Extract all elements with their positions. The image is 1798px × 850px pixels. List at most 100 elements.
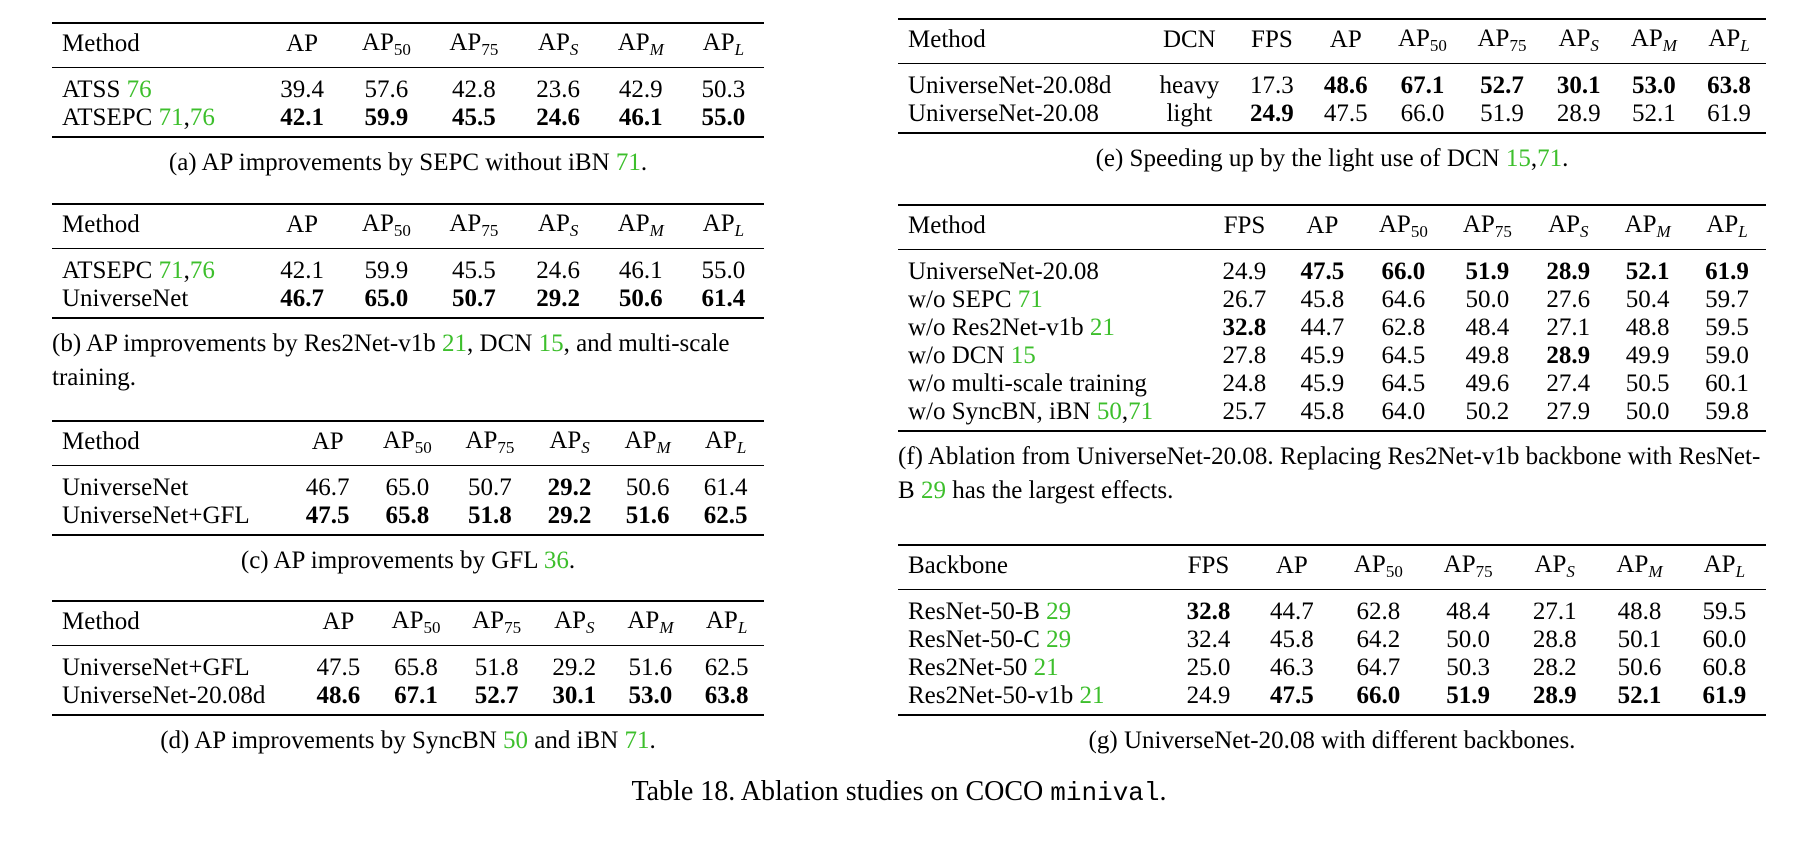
ablation-table-c: Method AP AP50 AP75 APS APM APL UniverseNet 46.7… bbox=[52, 420, 764, 536]
table-cell: 45.9 bbox=[1300, 370, 1345, 398]
row-label: UniverseNet bbox=[62, 474, 189, 502]
table-cell: 49.9 bbox=[1625, 342, 1670, 370]
table-row: w/o Res2Net-v1b 21 32.8 44.7 62.8 48.4 27.1 48… bbox=[898, 314, 1766, 342]
citation-ref[interactable]: 71 bbox=[1128, 398, 1154, 426]
table-cell: 64.0 bbox=[1381, 398, 1426, 426]
citation-ref[interactable]: 50 bbox=[503, 727, 529, 755]
table-cell: 39.4 bbox=[280, 76, 324, 104]
table-cell: 50.6 bbox=[625, 474, 670, 502]
row-label: UniverseNet-20.08 bbox=[908, 258, 1099, 286]
header-subscript: L bbox=[736, 438, 747, 457]
row-label: UniverseNet+GFL bbox=[62, 502, 250, 530]
table-cell: light bbox=[1166, 100, 1213, 128]
table-cell: 51.9 bbox=[1480, 100, 1524, 128]
table-cell: 51.6 bbox=[625, 502, 670, 530]
table-cell: 64.2 bbox=[1356, 626, 1401, 654]
table-cell: 23.6 bbox=[536, 76, 581, 104]
citation-ref[interactable]: 15 bbox=[1505, 145, 1531, 173]
table-cell: 59.9 bbox=[364, 257, 409, 285]
table-cell: 63.8 bbox=[1707, 72, 1751, 100]
citation-ref[interactable]: 21 bbox=[1089, 314, 1115, 342]
table-cell: 42.1 bbox=[280, 104, 324, 132]
table-cell: 47.5 bbox=[1323, 100, 1368, 128]
column-header: FPS bbox=[1223, 212, 1266, 240]
column-header: AP50 bbox=[382, 427, 432, 457]
table-header-row: Method DCN FPS AP AP50 AP75 APS APM APL bbox=[898, 19, 1766, 64]
table-cell: 60.0 bbox=[1702, 626, 1747, 654]
citation-ref[interactable]: 71 bbox=[615, 149, 641, 177]
table-row: UniverseNet-20.08d 48.6 67.1 52.7 30.1 53.0 63… bbox=[52, 682, 764, 715]
column-header: APS bbox=[554, 607, 595, 637]
table-cell: 50.7 bbox=[468, 474, 512, 502]
citation-ref[interactable]: 21 bbox=[1033, 654, 1059, 682]
citation-ref[interactable]: 21 bbox=[1079, 682, 1105, 710]
column-header: Method bbox=[62, 428, 140, 456]
table-cell: 24.9 bbox=[1250, 100, 1294, 128]
column-header: APL bbox=[704, 427, 747, 457]
table-row: ATSS 76 39.4 57.6 42.8 23.6 42.9 50.3 bbox=[52, 68, 764, 105]
column-header: AP bbox=[286, 211, 319, 239]
citation-ref[interactable]: 36 bbox=[543, 547, 569, 575]
table-caption-a: (a) AP improvements by SEPC without iBN … bbox=[168, 149, 648, 177]
citation-ref[interactable]: 15 bbox=[1010, 342, 1036, 370]
table-cell: 29.2 bbox=[552, 654, 597, 682]
table-cell: 51.8 bbox=[468, 502, 512, 530]
citation-ref[interactable]: 76 bbox=[189, 104, 215, 132]
column-header: AP bbox=[311, 428, 344, 456]
table-cell: 62.8 bbox=[1381, 314, 1426, 342]
citation-ref[interactable]: 76 bbox=[189, 257, 215, 285]
header-subscript: 75 bbox=[481, 221, 499, 240]
column-header: AP75 bbox=[1477, 25, 1527, 55]
table-cell: 57.6 bbox=[364, 76, 409, 104]
column-header: APL bbox=[705, 607, 748, 637]
table-caption-c: (c) AP improvements by GFL 36. bbox=[240, 547, 576, 575]
table-cell: heavy bbox=[1159, 72, 1220, 100]
table-cell: 67.1 bbox=[1400, 72, 1445, 100]
row-label: w/o SEPC 71 bbox=[908, 286, 1043, 314]
table-cell: 29.2 bbox=[536, 285, 581, 313]
citation-ref[interactable]: 71 bbox=[1537, 145, 1563, 173]
citation-ref[interactable]: 71 bbox=[624, 727, 650, 755]
table-cell: 32.4 bbox=[1186, 626, 1231, 654]
table-cell: 65.0 bbox=[364, 285, 409, 313]
citation-ref[interactable]: 21 bbox=[442, 330, 468, 358]
citation-ref[interactable]: 50 bbox=[1096, 398, 1122, 426]
column-header: APL bbox=[702, 210, 745, 240]
citation-ref[interactable]: 29 bbox=[1046, 626, 1072, 654]
ablation-table-a: Method AP AP50 AP75 APS APM APL ATSS 76 39.4 57.6… bbox=[52, 22, 764, 138]
column-header: APM bbox=[1616, 551, 1663, 581]
table-cell: 44.7 bbox=[1269, 598, 1314, 626]
table-row: ATSEPC 71,76 42.1 59.9 45.5 24.6 46.1 55.0 bbox=[52, 104, 764, 137]
table-cell: 27.8 bbox=[1222, 342, 1267, 370]
table-cell: 47.5 bbox=[1269, 682, 1314, 710]
citation-ref[interactable]: 71 bbox=[158, 257, 184, 285]
table-cell: 65.8 bbox=[385, 502, 430, 530]
citation-ref[interactable]: 29 bbox=[920, 476, 946, 504]
header-subscript: 50 bbox=[393, 221, 411, 240]
table-cell: 49.8 bbox=[1465, 342, 1510, 370]
table-cell: 46.1 bbox=[618, 257, 663, 285]
table-cell: 48.6 bbox=[316, 682, 361, 710]
table-row: UniverseNet-20.08d heavy 17.3 48.6 67.1 52.7 3… bbox=[898, 64, 1766, 101]
table-cell: 50.1 bbox=[1617, 626, 1662, 654]
table-cell: 63.8 bbox=[704, 682, 749, 710]
citation-ref[interactable]: 76 bbox=[126, 76, 152, 104]
table-row: ATSEPC 71,76 42.1 59.9 45.5 24.6 46.1 55.0 bbox=[52, 249, 764, 286]
table-header-row: Method FPS AP AP50 AP75 APS APM APL bbox=[898, 205, 1766, 250]
citation-ref[interactable]: 29 bbox=[1046, 598, 1072, 626]
column-header: AP75 bbox=[1443, 551, 1493, 581]
row-label: UniverseNet-20.08d bbox=[62, 682, 266, 710]
table-cell: 64.5 bbox=[1381, 342, 1426, 370]
table-cell: 45.9 bbox=[1300, 342, 1345, 370]
column-header: Method bbox=[908, 26, 986, 54]
citation-ref[interactable]: 71 bbox=[158, 104, 184, 132]
header-subscript: S bbox=[569, 40, 579, 59]
column-header: AP50 bbox=[1397, 25, 1447, 55]
column-header: APL bbox=[1708, 25, 1750, 55]
table-header-row: Method AP AP50 AP75 APS APM APL bbox=[52, 23, 764, 68]
column-header: AP50 bbox=[361, 210, 411, 240]
table-cell: 66.0 bbox=[1356, 682, 1401, 710]
citation-ref[interactable]: 71 bbox=[1017, 286, 1043, 314]
citation-ref[interactable]: 15 bbox=[538, 330, 564, 358]
table-cell: 50.0 bbox=[1446, 626, 1490, 654]
